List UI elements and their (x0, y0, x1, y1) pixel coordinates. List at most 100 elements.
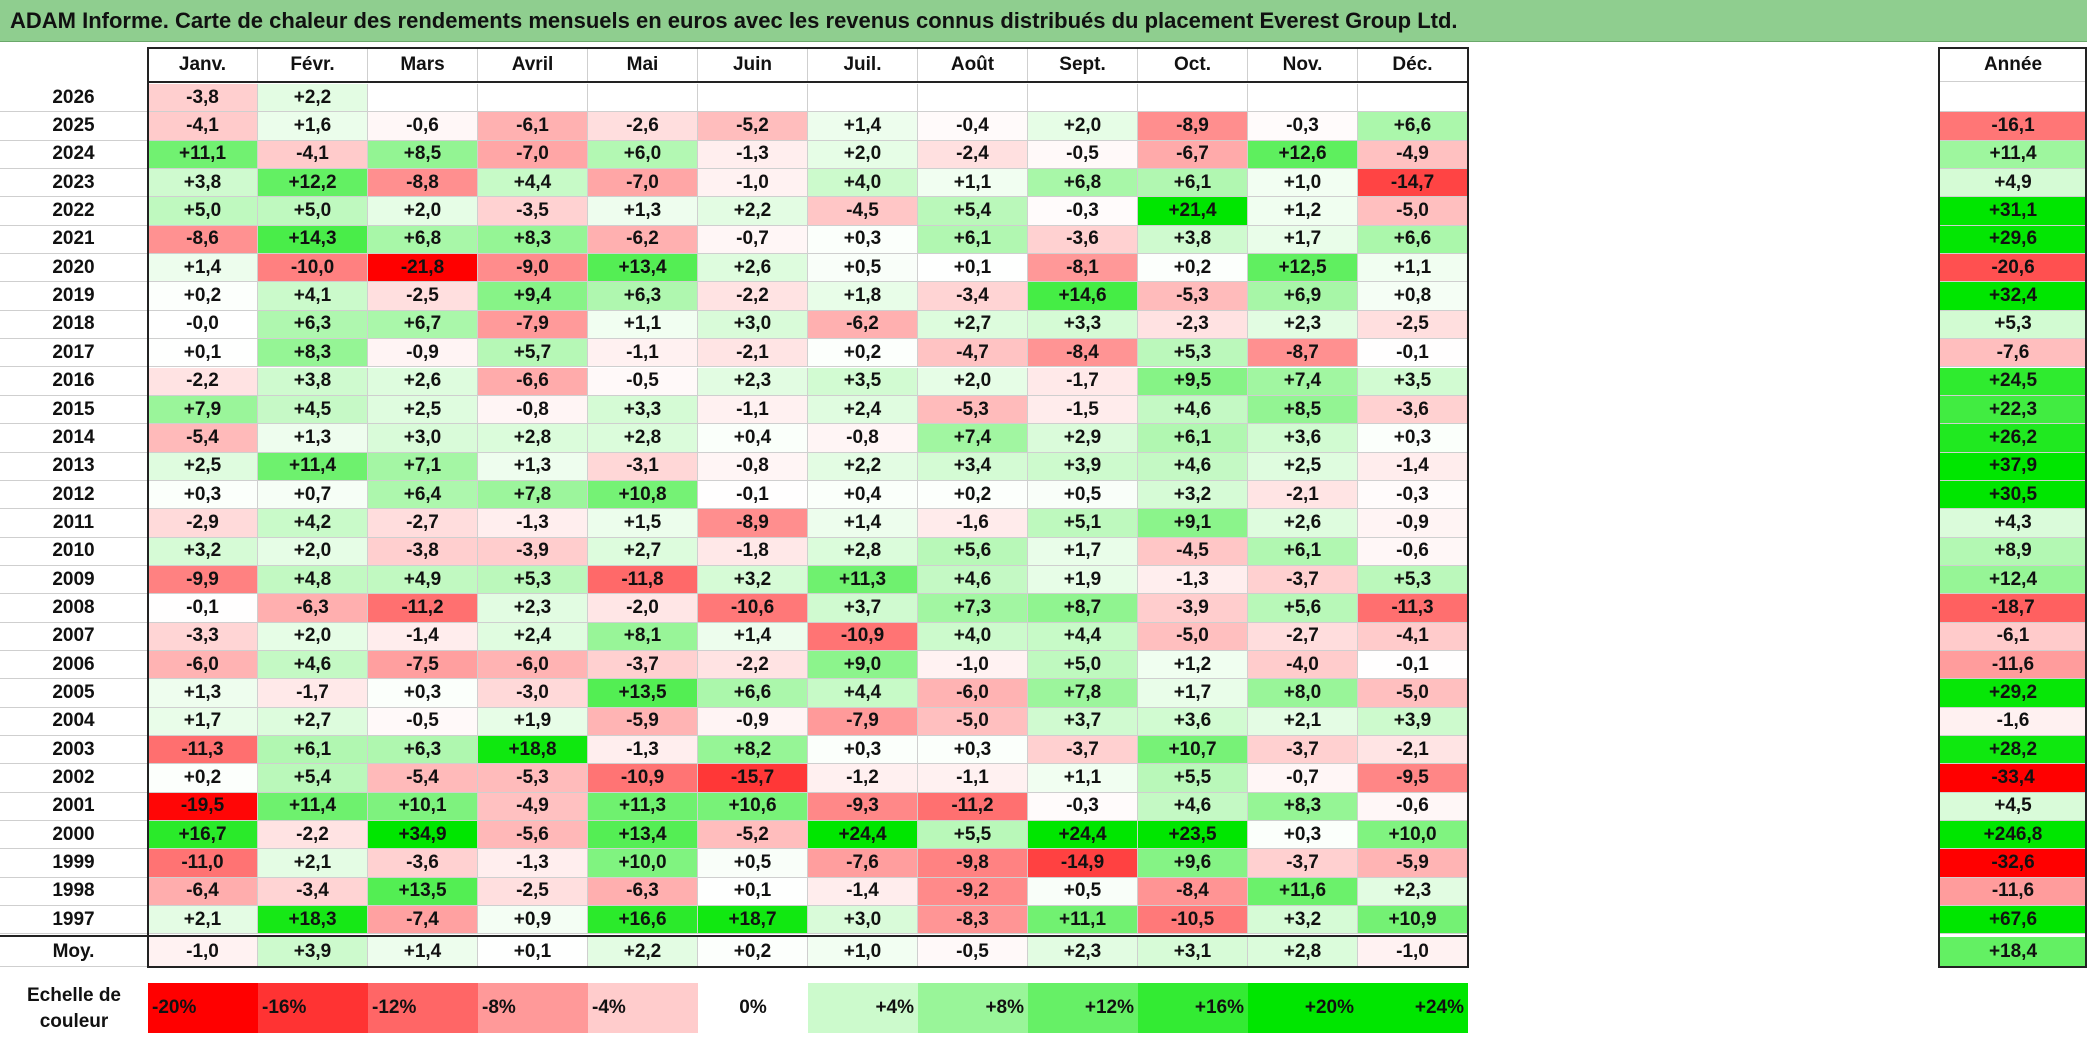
annual-cell: +22,3 (1940, 395, 2087, 425)
heatmap-cell: +5,3 (1358, 565, 1468, 595)
heatmap-cell: +1,1 (1028, 764, 1138, 793)
heatmap-cell: -4,0 (1248, 651, 1358, 680)
heatmap-cell: +3,3 (588, 395, 698, 425)
heatmap-cell: -8,8 (368, 169, 478, 198)
heatmap-cell: -0,3 (1028, 792, 1138, 822)
annual-cell: +4,9 (1940, 169, 2087, 198)
heatmap-cell: -0,3 (1028, 197, 1138, 226)
annual-average-cell: +18,4 (1940, 937, 2087, 967)
heatmap-cell: +1,4 (148, 254, 258, 283)
color-scale-swatch: +4% (808, 983, 918, 1033)
heatmap-cell: -7,5 (368, 651, 478, 680)
heatmap-cell: +21,4 (1138, 197, 1248, 226)
heatmap-cell: +4,0 (808, 169, 918, 198)
heatmap-cell: +5,5 (1138, 764, 1248, 793)
heatmap-cell: +6,1 (1138, 424, 1248, 453)
heatmap-cell: +10,7 (1138, 736, 1248, 765)
heatmap-cell: +0,5 (1028, 877, 1138, 907)
heatmap-cell: -4,1 (148, 112, 258, 141)
heatmap-cell: +2,0 (258, 622, 368, 651)
annual-cell: -18,7 (1940, 594, 2087, 623)
heatmap-cell: -9,8 (918, 849, 1028, 878)
heatmap-cell: +1,5 (588, 509, 698, 538)
heatmap-cell: -3,9 (478, 537, 588, 566)
heatmap-cell: +8,5 (1248, 395, 1358, 425)
heatmap-cell: +5,4 (258, 764, 368, 793)
average-cell: +1,4 (368, 937, 478, 967)
heatmap-cell: +4,1 (258, 282, 368, 311)
heatmap-cell: -2,7 (368, 509, 478, 538)
year-label: 1999 (0, 849, 148, 878)
heatmap-cell: -0,5 (588, 367, 698, 396)
heatmap-cell: +3,9 (1358, 707, 1468, 737)
heatmap-cell: +1,4 (808, 112, 918, 141)
average-cell: -1,0 (148, 937, 258, 967)
heatmap-cell: +6,6 (1358, 112, 1468, 141)
heatmap-cell: +3,0 (698, 310, 808, 340)
heatmap-cell: +1,1 (918, 169, 1028, 198)
heatmap-cell: +4,6 (258, 651, 368, 680)
annual-cell: -11,6 (1940, 877, 2087, 907)
color-scale-swatch: +20% (1248, 983, 1358, 1033)
heatmap-cell: +10,6 (698, 792, 808, 822)
heatmap-cell: -2,1 (698, 339, 808, 368)
heatmap-cell: +0,5 (808, 254, 918, 283)
heatmap-cell: -5,3 (478, 764, 588, 793)
heatmap-cell: +13,4 (588, 254, 698, 283)
annual-cell: -32,6 (1940, 849, 2087, 878)
heatmap-cell: +5,0 (1028, 651, 1138, 680)
heatmap-cell: +7,4 (1248, 367, 1358, 396)
heatmap-cell: +0,3 (1248, 821, 1358, 850)
heatmap-cell: -6,2 (808, 310, 918, 340)
heatmap-cell: -9,2 (918, 877, 1028, 907)
heatmap-cell: -2,1 (1358, 736, 1468, 765)
heatmap-cell: -1,8 (698, 537, 808, 566)
heatmap-cell: +4,6 (1138, 792, 1248, 822)
heatmap-cell: +12,5 (1248, 254, 1358, 283)
year-label: 2006 (0, 651, 148, 680)
month-header: Janv. (148, 48, 258, 82)
heatmap-cell: -8,9 (698, 509, 808, 538)
heatmap-cell: +1,7 (1248, 225, 1358, 255)
heatmap-cell: +14,6 (1028, 282, 1138, 311)
heatmap-cell: -0,1 (1358, 651, 1468, 680)
heatmap-cell: +2,5 (1248, 452, 1358, 481)
heatmap-cell: +6,9 (1248, 282, 1358, 311)
heatmap-cell: -2,2 (258, 821, 368, 850)
heatmap-cell: -1,3 (1138, 565, 1248, 595)
heatmap-cell: +2,4 (808, 395, 918, 425)
heatmap-cell: -3,8 (368, 537, 478, 566)
heatmap-cell: +13,4 (588, 821, 698, 850)
year-label: 2009 (0, 565, 148, 595)
heatmap-cell: -0,8 (478, 395, 588, 425)
heatmap-cell: +8,3 (478, 225, 588, 255)
heatmap-cell: -2,9 (148, 509, 258, 538)
heatmap-cell: -4,7 (918, 339, 1028, 368)
heatmap-cell: -4,9 (478, 792, 588, 822)
heatmap-cell: +2,1 (258, 849, 368, 878)
heatmap-cell: -8,6 (148, 225, 258, 255)
heatmap-cell: +2,9 (1028, 424, 1138, 453)
heatmap-cell: +0,2 (918, 480, 1028, 510)
heatmap-cell: -6,1 (478, 112, 588, 141)
heatmap-cell: -11,3 (148, 736, 258, 765)
heatmap-cell: -5,6 (478, 821, 588, 850)
color-scale-swatch: 0% (698, 983, 808, 1033)
heatmap-cell: -2,7 (1248, 622, 1358, 651)
year-label: 2011 (0, 509, 148, 538)
heatmap-cell: +24,4 (1028, 821, 1138, 850)
heatmap-cell: +1,6 (258, 112, 368, 141)
heatmap-cell: +1,3 (588, 197, 698, 226)
heatmap-cell: -6,2 (588, 225, 698, 255)
heatmap-cell: +1,9 (1028, 565, 1138, 595)
heatmap-cell: +3,6 (1138, 707, 1248, 737)
heatmap-cell: +0,3 (808, 225, 918, 255)
heatmap-cell: +5,7 (478, 339, 588, 368)
heatmap-cell: +2,6 (698, 254, 808, 283)
heatmap-cell: -0,1 (1358, 339, 1468, 368)
year-label: 2000 (0, 821, 148, 850)
heatmap-cell: -4,5 (1138, 537, 1248, 566)
heatmap-cell: -0,9 (1358, 509, 1468, 538)
annual-cell: +4,5 (1940, 792, 2087, 822)
heatmap-cell: -5,9 (588, 707, 698, 737)
